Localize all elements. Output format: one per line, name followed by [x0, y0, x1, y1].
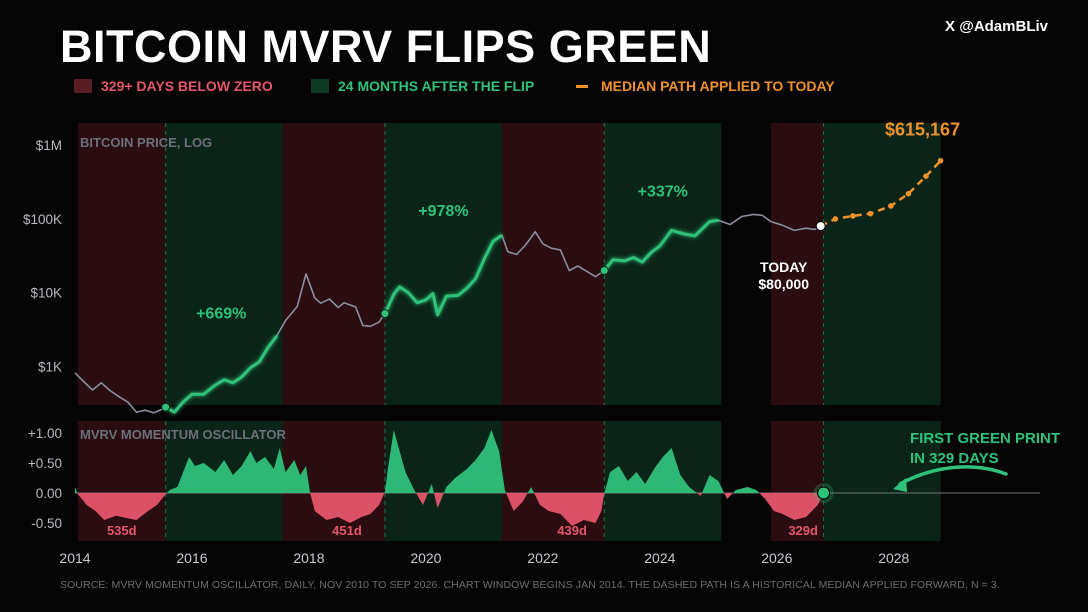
oscillator-panel-label: MVRV MOMENTUM OSCILLATOR [80, 427, 286, 442]
price-ytick-0: $1K [38, 359, 62, 374]
price-green-zone-0 [165, 123, 283, 405]
osc-ytick-3: -0.50 [31, 516, 62, 531]
osc-negative-area-3 [310, 493, 385, 523]
zone-days-label-0: 535d [107, 523, 137, 538]
osc-negative-area-11 [534, 493, 605, 526]
today-price-label: $80,000 [758, 276, 809, 292]
price-line-green-2 [603, 218, 719, 272]
price-panel-label: BITCOIN PRICE, LOG [80, 135, 212, 150]
osc-ytick-2: 0.00 [36, 486, 62, 501]
median-path-point-4 [905, 190, 912, 197]
price-line-green-0 [164, 334, 278, 414]
callout-line-1: FIRST GREEN PRINT [910, 430, 1060, 447]
target-price-label: $615,167 [885, 120, 960, 140]
xtick-2026: 2026 [761, 550, 792, 566]
osc-positive-area-2 [166, 448, 311, 493]
price-red-zone-2 [487, 123, 605, 405]
callout-arrow-curve [898, 465, 1008, 486]
price-ytick-2: $100K [23, 212, 62, 227]
flip-point-2 [599, 265, 609, 275]
price-ytick-1: $10K [30, 286, 62, 301]
price-green-zone-1 [384, 123, 502, 405]
zone-days-label-2: 439d [557, 523, 587, 538]
osc-positive-area-14 [702, 475, 725, 493]
median-path-point-3 [888, 203, 894, 209]
osc-positive-area-8 [443, 430, 507, 493]
gain-label-0: +669% [196, 305, 246, 322]
price-red-zone-0 [77, 123, 166, 405]
median-path-point-0 [832, 216, 839, 222]
today-label: TODAY [760, 259, 808, 275]
osc-ytick-0: +1.00 [28, 426, 62, 441]
legend-item-red-zone: 329+ DAYS BELOW ZERO [74, 78, 273, 94]
flip-point-0 [161, 402, 171, 412]
zone-days-label-3: 329d [788, 523, 818, 538]
legend-swatch-red [74, 79, 92, 93]
price-green-zone-2 [604, 123, 722, 405]
xtick-2014: 2014 [59, 550, 90, 566]
median-path-point-6 [937, 157, 944, 164]
osc-negative-area-7 [433, 493, 444, 508]
xtick-2016: 2016 [176, 550, 207, 566]
osc-positive-area-4 [384, 430, 416, 493]
xtick-2020: 2020 [410, 550, 441, 566]
author-handle: X @AdamBLiv [945, 18, 1048, 35]
osc-positive-area-16 [732, 487, 760, 493]
osc-negative-area-9 [506, 493, 528, 511]
gain-label-1: +978% [418, 203, 468, 220]
price-green-zone-3 [823, 123, 941, 405]
osc-positive-area-6 [427, 484, 434, 493]
legend-label-red: 329+ DAYS BELOW ZERO [101, 78, 273, 94]
osc-negative-area-5 [415, 493, 428, 505]
callout-line-2: IN 329 DAYS [910, 450, 999, 467]
gain-label-2: +337% [638, 184, 688, 201]
legend-item-green-zone: 24 MONTHS AFTER THE FLIP [311, 78, 534, 94]
xtick-2018: 2018 [293, 550, 324, 566]
osc-positive-area-0 [75, 487, 78, 493]
price-red-zone-3 [770, 123, 824, 405]
legend-swatch-orange-dash [576, 84, 588, 88]
first-green-point [817, 486, 831, 500]
osc-red-zone-0 [77, 421, 166, 541]
median-path-point-2 [867, 210, 874, 217]
osc-positive-area-12 [604, 448, 697, 493]
median-path-line [820, 159, 942, 228]
osc-green-zone-3 [823, 421, 941, 541]
xtick-2028: 2028 [878, 550, 909, 566]
osc-positive-area-10 [527, 487, 535, 493]
flip-point-1 [380, 309, 390, 319]
legend-swatch-green [311, 79, 329, 93]
legend-label-green: 24 MONTHS AFTER THE FLIP [338, 78, 535, 94]
zone-days-label-1: 451d [332, 523, 362, 538]
today-point [815, 221, 826, 232]
price-line-green-1 [383, 234, 503, 317]
legend-label-orange: MEDIAN PATH APPLIED TO TODAY [601, 78, 835, 94]
legend-item-median-path: MEDIAN PATH APPLIED TO TODAY [576, 78, 835, 94]
osc-red-zone-2 [487, 421, 605, 541]
osc-negative-area-1 [77, 493, 167, 520]
source-note: SOURCE: MVRV MOMENTUM OSCILLATOR, DAILY,… [60, 579, 1000, 591]
osc-red-zone-3 [770, 421, 824, 541]
callout-arrowhead [893, 478, 907, 492]
osc-negative-area-17 [759, 493, 824, 520]
median-path-point-1 [850, 213, 856, 219]
osc-negative-area-13 [696, 493, 703, 496]
xtick-2022: 2022 [527, 550, 558, 566]
chart-title: BITCOIN MVRV FLIPS GREEN [60, 21, 712, 72]
price-ytick-3: $1M [36, 138, 62, 153]
median-path-point-5 [923, 173, 929, 179]
osc-negative-area-15 [724, 493, 733, 499]
xtick-2024: 2024 [644, 550, 675, 566]
osc-ytick-1: +0.50 [28, 456, 62, 471]
